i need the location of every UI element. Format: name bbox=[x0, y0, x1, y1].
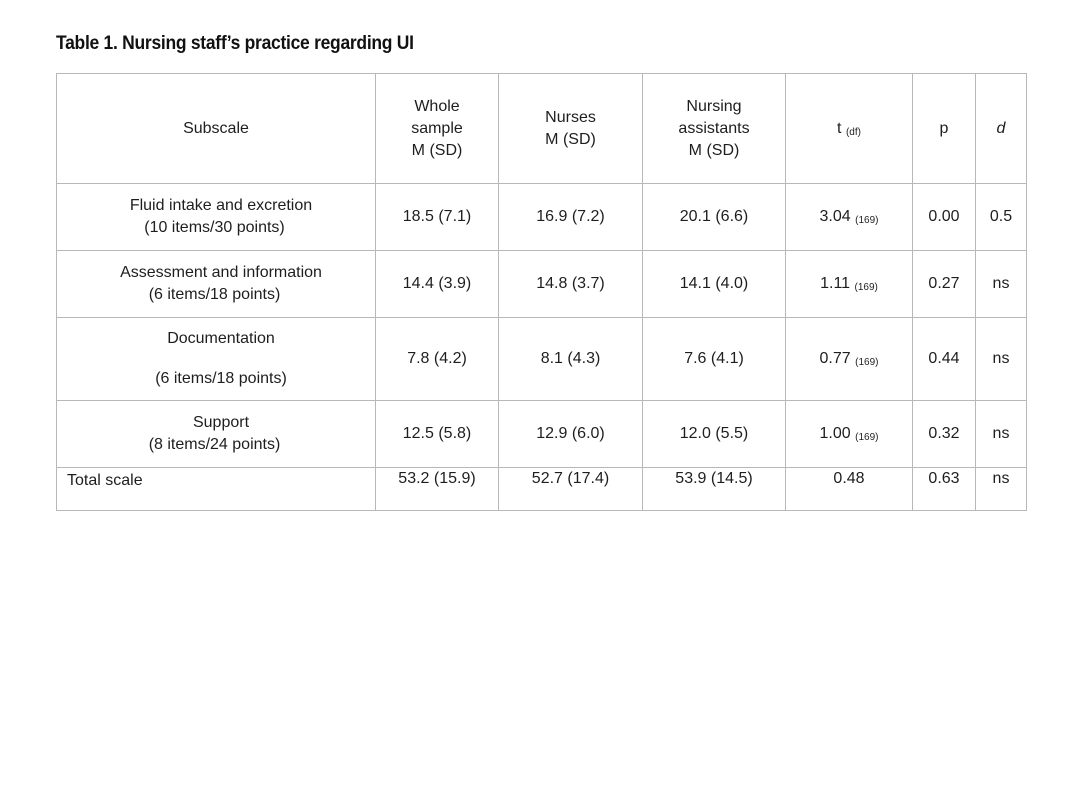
cell-assistants: 20.1 (6.6) bbox=[642, 183, 786, 251]
header-t-label: t bbox=[837, 119, 842, 137]
cell-d: ns bbox=[975, 317, 1027, 401]
cell-d: ns bbox=[975, 250, 1027, 318]
results-table: Subscale Whole sample M (SD) Nurses M (S… bbox=[56, 73, 1027, 511]
header-subscale: Subscale bbox=[56, 73, 376, 184]
cell-nurses: 14.8 (3.7) bbox=[498, 250, 643, 318]
cell-assistants: 7.6 (4.1) bbox=[642, 317, 786, 401]
header-df-label: (df) bbox=[845, 126, 861, 138]
cell-d: 0.5 bbox=[975, 183, 1027, 251]
header-d: d bbox=[975, 73, 1027, 184]
cell-assistants: 14.1 (4.0) bbox=[642, 250, 786, 318]
table-header-row: Subscale Whole sample M (SD) Nurses M (S… bbox=[56, 73, 1027, 184]
table-row-total: Total scale 53.2 (15.9) 52.7 (17.4) 53.9… bbox=[56, 467, 1027, 511]
row-label-total-scale: Total scale bbox=[56, 467, 376, 511]
table-row: Documentation (6 items/18 points) 7.8 (4… bbox=[56, 317, 1027, 401]
cell-p: 0.27 bbox=[912, 250, 976, 318]
cell-nurses: 52.7 (17.4) bbox=[498, 467, 643, 511]
cell-assistants: 53.9 (14.5) bbox=[642, 467, 786, 511]
cell-p: 0.63 bbox=[912, 467, 976, 511]
cell-p: 0.00 bbox=[912, 183, 976, 251]
cell-nurses: 12.9 (6.0) bbox=[498, 400, 643, 468]
cell-t: 0.48 bbox=[785, 467, 913, 511]
cell-t: 3.04 (169) bbox=[785, 183, 913, 251]
table-row: Fluid intake and excretion (10 items/30 … bbox=[56, 183, 1027, 251]
row-label-fluid-intake: Fluid intake and excretion (10 items/30 … bbox=[56, 183, 376, 251]
cell-d: ns bbox=[975, 467, 1027, 511]
row-label-support: Support (8 items/24 points) bbox=[56, 400, 376, 468]
header-t-statistic: t (df) bbox=[785, 73, 913, 184]
header-nursing-assistants: Nursing assistants M (SD) bbox=[642, 73, 786, 184]
cell-whole-sample: 18.5 (7.1) bbox=[375, 183, 499, 251]
cell-whole-sample: 12.5 (5.8) bbox=[375, 400, 499, 468]
cell-t: 0.77 (169) bbox=[785, 317, 913, 401]
cell-p: 0.44 bbox=[912, 317, 976, 401]
header-p: p bbox=[912, 73, 976, 184]
cell-d: ns bbox=[975, 400, 1027, 468]
cell-t: 1.11 (169) bbox=[785, 250, 913, 318]
table-caption: Table 1. Nursing staff’s practice regard… bbox=[56, 33, 414, 54]
cell-nurses: 8.1 (4.3) bbox=[498, 317, 643, 401]
cell-p: 0.32 bbox=[912, 400, 976, 468]
table-row: Assessment and information (6 items/18 p… bbox=[56, 250, 1027, 318]
header-nurses: Nurses M (SD) bbox=[498, 73, 643, 184]
cell-whole-sample: 7.8 (4.2) bbox=[375, 317, 499, 401]
cell-assistants: 12.0 (5.5) bbox=[642, 400, 786, 468]
row-label-documentation: Documentation (6 items/18 points) bbox=[56, 317, 376, 401]
table-row: Support (8 items/24 points) 12.5 (5.8) 1… bbox=[56, 400, 1027, 468]
cell-whole-sample: 14.4 (3.9) bbox=[375, 250, 499, 318]
cell-nurses: 16.9 (7.2) bbox=[498, 183, 643, 251]
cell-t: 1.00 (169) bbox=[785, 400, 913, 468]
row-label-assessment: Assessment and information (6 items/18 p… bbox=[56, 250, 376, 318]
header-whole-sample: Whole sample M (SD) bbox=[375, 73, 499, 184]
cell-whole-sample: 53.2 (15.9) bbox=[375, 467, 499, 511]
